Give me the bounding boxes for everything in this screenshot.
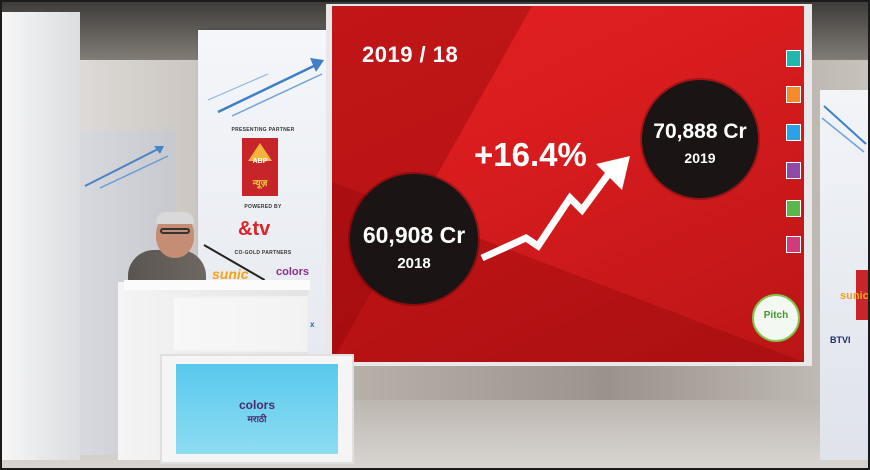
speaker-hair [156,212,194,224]
blue-square-icon [786,124,801,141]
colors-marathi-logo: colors [238,398,275,412]
presentation-screen: 2019 / 18 +16.4% 60,908 Cr 2018 70,888 C… [332,6,804,362]
pitch-badge: Pitch [752,294,800,342]
powered-by-label: POWERED BY [244,204,282,210]
stat-circle-2019: 70,888 Cr 2019 [642,80,758,198]
teal-square-icon [786,50,801,67]
arrow-decoration [84,146,169,189]
andtv-logo: &tv [238,218,271,240]
left-white-panel [2,12,80,460]
purple-square-icon [786,162,801,179]
green-square-icon [786,200,801,217]
icon-strip [786,50,804,260]
sunic-logo: sunic [212,266,249,282]
stat-circle-2018: 60,908 Cr 2018 [350,174,478,304]
glasses-icon [160,228,190,234]
btvi-logo: BTVI [830,335,851,345]
trend-up-arrow-icon [480,156,630,262]
pitch-badge-text: Pitch [763,310,789,321]
abp-news-logo: ABP न्यूज़ [242,138,278,196]
stat-value: 70,888 Cr [653,120,747,143]
podium-screen: colors मराठी [176,364,338,454]
co-gold-label: CO-GOLD PARTNERS [234,250,292,256]
orange-square-icon [786,86,801,103]
colors-logo: colors [276,266,310,278]
abp-logo-text: ABP [252,158,268,165]
arrow-decoration [207,58,324,117]
podium-top [124,280,310,290]
abp-triangle-icon [248,143,272,161]
growth-percentage: +16.4% [474,136,587,173]
abp-news-logo [856,270,870,320]
colors-marathi-sub: मराठी [247,414,267,424]
x-logo: x [310,320,315,329]
period-title: 2019 / 18 [362,42,459,67]
right-sponsor-banner: sunic BTVI [820,90,870,460]
pink-square-icon [786,236,801,253]
arrow-decoration [821,105,867,153]
stat-year: 2018 [397,255,431,272]
stat-year: 2019 [684,150,716,166]
abp-logo-sub: न्यूज़ [252,178,268,188]
presenting-partner-label: PRESENTING PARTNER [231,127,295,133]
sunic-logo: sunic [840,290,869,302]
podium-glass-panel [172,296,308,352]
stat-value: 60,908 Cr [362,222,466,248]
